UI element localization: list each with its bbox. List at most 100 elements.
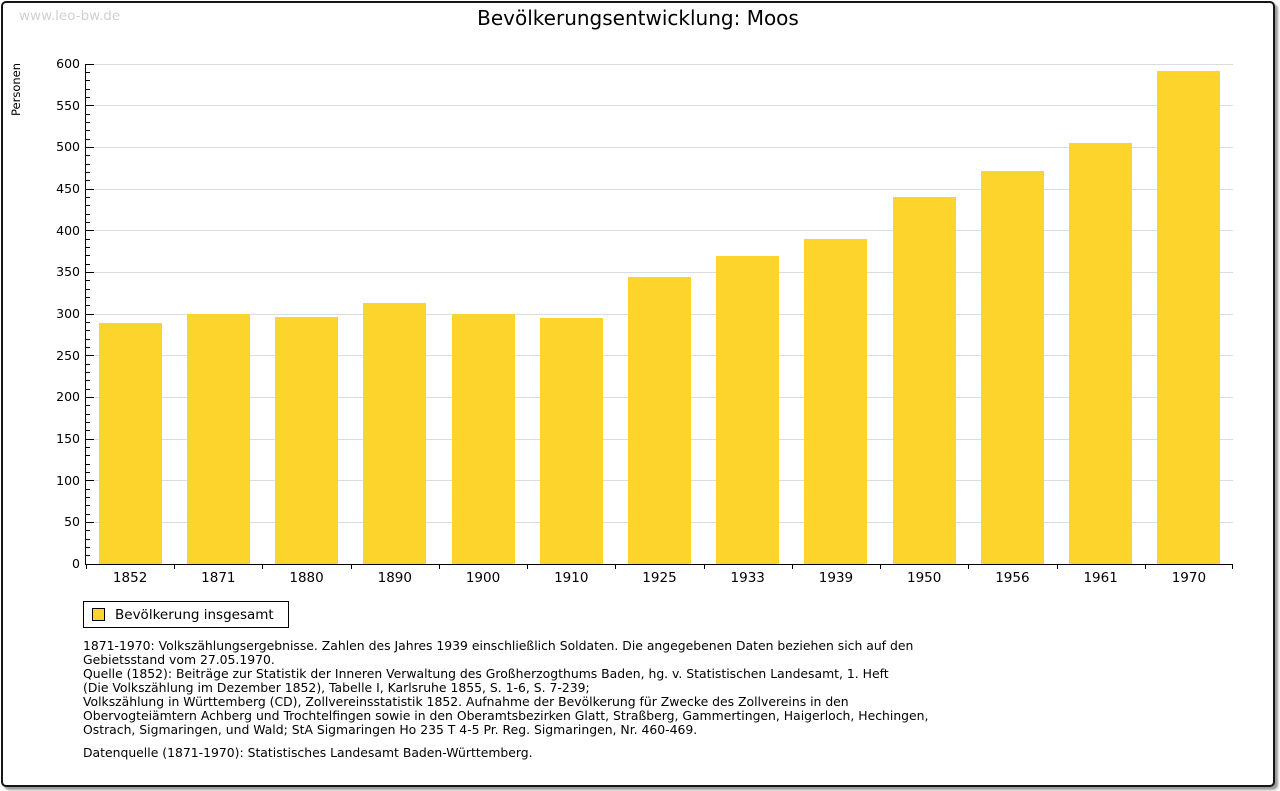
y-axis-minor-tick	[86, 305, 90, 307]
x-axis-boundary-tick	[262, 564, 264, 569]
h-gridline	[86, 63, 1233, 65]
y-axis-minor-tick	[86, 463, 90, 465]
x-axis-tick-label: 1933	[730, 570, 765, 586]
bar-1880	[275, 316, 339, 564]
x-axis-tick-label: 1950	[906, 570, 942, 586]
y-axis-tick-label: 200	[56, 389, 80, 405]
y-axis-major-tick	[86, 396, 94, 398]
y-axis-minor-tick	[86, 530, 90, 532]
y-axis-minor-tick	[86, 488, 90, 490]
bar-1961	[1069, 143, 1133, 564]
x-axis-boundary-tick	[350, 564, 352, 569]
y-axis-minor-tick	[86, 338, 90, 340]
bar-1910	[539, 318, 603, 564]
y-axis-tick-label: 400	[56, 222, 80, 238]
x-axis-tick-label: 1910	[554, 570, 589, 586]
y-axis-minor-tick	[86, 346, 90, 348]
x-axis-tick-label: 1925	[642, 570, 677, 586]
x-axis-boundary-tick	[438, 564, 440, 569]
x-axis-tick-label: 1852	[112, 570, 148, 586]
y-axis-minor-tick	[86, 496, 90, 498]
y-axis-minor-tick	[86, 163, 90, 165]
y-axis-minor-tick	[86, 280, 90, 282]
y-axis-minor-tick	[86, 246, 90, 248]
y-axis-minor-tick	[86, 138, 90, 140]
y-axis-minor-tick	[86, 546, 90, 548]
bar-1956	[980, 170, 1044, 564]
y-axis-minor-tick	[86, 255, 90, 257]
y-axis-minor-tick	[86, 330, 90, 332]
y-axis-minor-tick	[86, 263, 90, 265]
y-axis-minor-tick	[86, 96, 90, 98]
y-axis-minor-tick	[86, 288, 90, 290]
y-axis-minor-tick	[86, 421, 90, 423]
y-axis-tick-label: 350	[56, 264, 80, 280]
y-axis-major-tick	[86, 438, 94, 440]
bar-1933	[716, 255, 780, 564]
y-axis-minor-tick	[86, 430, 90, 432]
note-line: Obervogteiämtern Achberg und Trochtelfin…	[83, 708, 929, 723]
y-axis-tick-label: 550	[56, 97, 80, 113]
y-axis-tick-label: 150	[56, 431, 80, 446]
y-axis-minor-tick	[86, 71, 90, 73]
y-axis-minor-tick	[86, 180, 90, 182]
y-axis-tick-label: 500	[56, 139, 80, 155]
site-watermark: www.leo-bw.de	[19, 8, 121, 24]
x-axis-boundary-tick	[174, 564, 176, 569]
y-axis-minor-tick	[86, 413, 90, 415]
y-axis-minor-tick	[86, 121, 90, 123]
bar-1852	[98, 323, 162, 564]
y-axis-minor-tick	[86, 538, 90, 540]
note-line: 1871-1970: Volkszählungsergebnisse. Zahl…	[83, 638, 914, 653]
x-axis-boundary-tick	[1232, 564, 1233, 569]
y-axis-minor-tick	[86, 555, 90, 557]
y-axis-major-tick	[86, 230, 94, 232]
y-axis-minor-tick	[86, 455, 90, 457]
chart-title: Bevölkerungsentwicklung: Moos	[477, 6, 799, 30]
x-axis-boundary-tick	[615, 564, 617, 569]
y-axis-major-tick	[86, 355, 94, 357]
bar-1890	[363, 303, 427, 564]
x-axis-tick-label: 1871	[201, 570, 236, 586]
y-axis-minor-tick	[86, 205, 90, 207]
y-axis-major-tick	[86, 271, 94, 273]
y-axis-minor-tick	[86, 505, 90, 507]
note-line: Gebietsstand vom 27.05.1970.	[83, 652, 275, 667]
y-axis-minor-tick	[86, 88, 90, 90]
x-axis-boundary-tick	[880, 564, 882, 569]
x-axis-tick-label: 1890	[377, 570, 412, 586]
y-axis-minor-tick	[86, 221, 90, 223]
bar-1925	[628, 276, 691, 564]
y-axis-major-tick	[86, 521, 94, 523]
x-axis-tick-label: 1956	[995, 570, 1030, 586]
y-axis-minor-tick	[86, 213, 90, 215]
x-axis-tick-label: 1880	[289, 570, 324, 586]
x-axis-boundary-tick	[1144, 564, 1146, 569]
x-axis-boundary-tick	[527, 564, 529, 569]
y-axis-minor-tick	[86, 513, 90, 515]
y-axis-tick-label: 0	[72, 556, 80, 571]
legend: Bevölkerung insgesamt	[83, 601, 289, 628]
y-axis-major-tick	[86, 480, 94, 482]
y-axis-minor-tick	[86, 380, 90, 382]
h-gridline	[86, 105, 1233, 107]
bar-1939	[804, 239, 868, 564]
note-line: Ostrach, Sigmaringen, und Wald; StA Sigm…	[83, 722, 698, 737]
y-axis-minor-tick	[86, 388, 90, 390]
y-axis-minor-tick	[86, 171, 90, 173]
y-axis-minor-tick	[86, 471, 90, 473]
y-axis-major-tick	[86, 563, 94, 565]
x-axis-tick-label: 1939	[818, 570, 854, 586]
y-axis-minor-tick	[86, 371, 90, 373]
y-axis-minor-tick	[86, 155, 90, 157]
h-gridline	[86, 188, 1233, 190]
x-axis-tick-label: 1961	[1083, 570, 1118, 586]
note-line: Quelle (1852): Beiträge zur Statistik de…	[83, 666, 889, 681]
y-axis-minor-tick	[86, 363, 90, 365]
y-axis-minor-tick	[86, 296, 90, 298]
y-axis-tick-label: 450	[56, 181, 80, 196]
y-axis-minor-tick	[86, 446, 90, 448]
y-axis-major-tick	[86, 313, 94, 315]
y-axis-minor-tick	[86, 405, 90, 407]
